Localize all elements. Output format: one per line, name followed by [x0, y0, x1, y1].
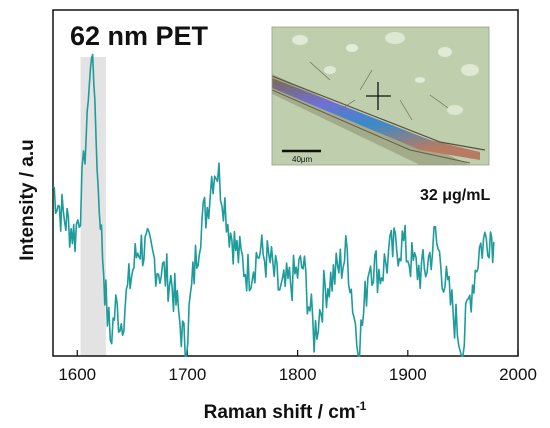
scale-bar-label: 40μm — [292, 155, 313, 164]
plot-frame — [52, 9, 519, 357]
x-axis-label-text: Raman shift / cm — [204, 402, 356, 423]
x-axis-label: Raman shift / cm-1 — [204, 399, 367, 423]
inset-micrograph: 40μm — [271, 26, 490, 166]
x-tick-label: 1600 — [58, 365, 96, 384]
x-tick-label: 1700 — [169, 365, 207, 384]
x-tick-label: 2000 — [499, 365, 537, 384]
x-ticks: 1600 1700 1800 1900 2000 — [58, 350, 537, 384]
chart-title: 62 nm PET — [70, 21, 209, 51]
spectrum-line — [52, 53, 495, 357]
x-tick-label: 1900 — [389, 365, 427, 384]
highlight-band — [80, 57, 106, 356]
crosshair-marker — [366, 82, 391, 110]
concentration-annotation: 32 μg/mL — [420, 187, 490, 204]
y-axis-label: Intensity / a.u — [17, 139, 38, 260]
x-tick-label: 1800 — [279, 365, 317, 384]
x-axis-label-superscript: -1 — [356, 399, 367, 413]
